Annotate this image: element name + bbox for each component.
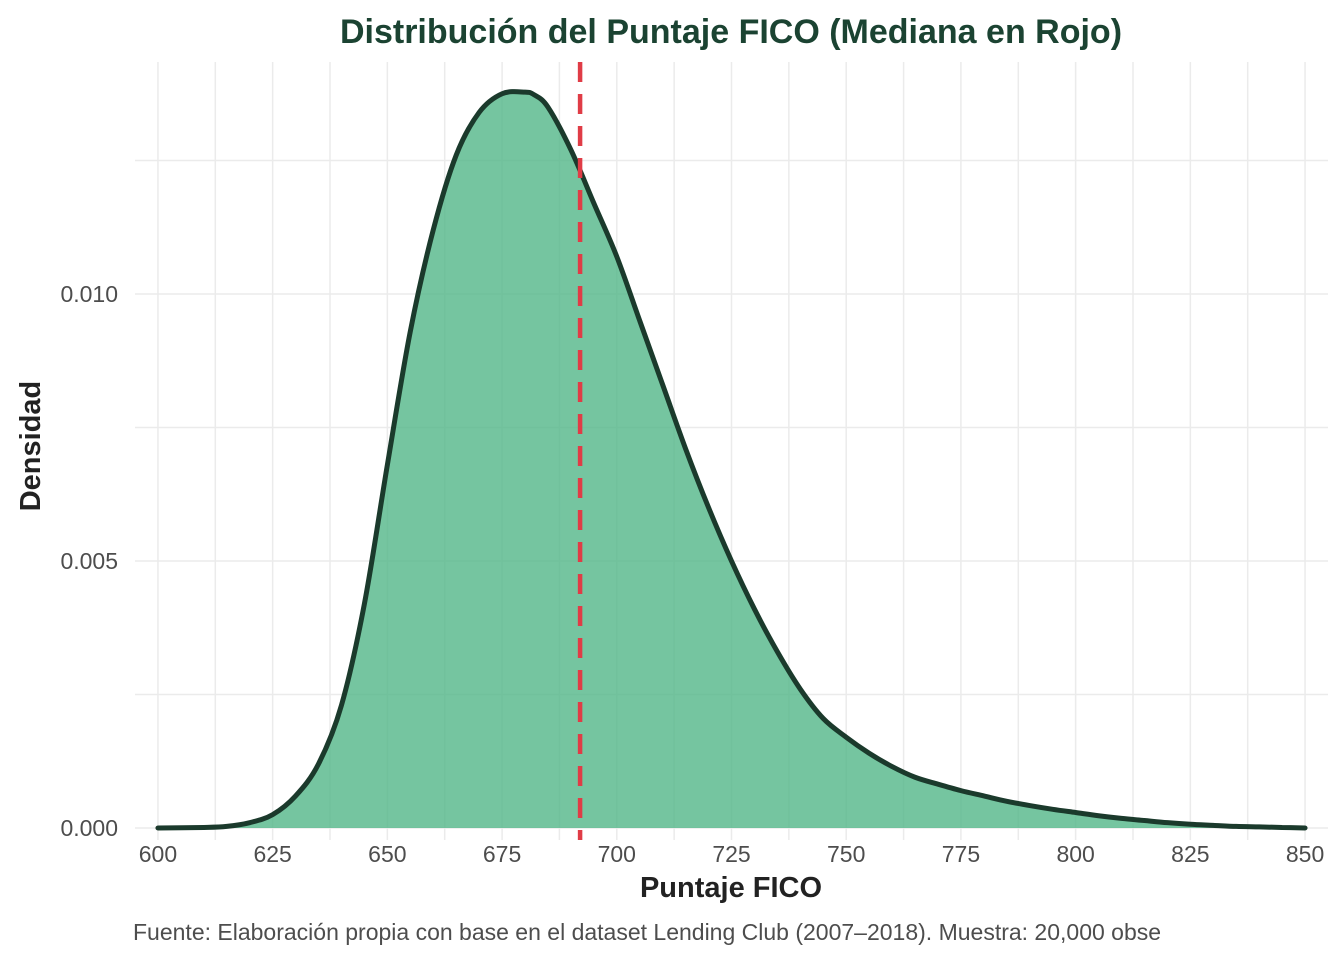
- density-fill: [157, 91, 1306, 829]
- x-tick-label: 625: [253, 841, 291, 867]
- x-tick-label: 825: [1171, 841, 1209, 867]
- y-tick-label: 0.000: [60, 815, 118, 841]
- x-tick-label: 725: [712, 841, 750, 867]
- y-axis-ticks: 0.000 0.005 0.010: [60, 281, 118, 841]
- x-axis-ticks: 600 625 650 675 700 725 750 775 800 825 850: [139, 841, 1324, 867]
- plot-area: [155, 62, 1308, 840]
- x-tick-label: 750: [827, 841, 865, 867]
- y-tick-label: 0.005: [60, 548, 118, 574]
- y-axis-title: Densidad: [15, 381, 47, 512]
- x-tick-label: 675: [483, 841, 521, 867]
- x-axis-title: Puntaje FICO: [640, 872, 822, 904]
- x-tick-label: 800: [1056, 841, 1094, 867]
- y-tick-label: 0.010: [60, 281, 118, 307]
- x-tick-label: 600: [139, 841, 177, 867]
- chart-title: Distribución del Puntaje FICO (Mediana e…: [340, 13, 1122, 51]
- density-outline: [155, 89, 1308, 831]
- x-tick-label: 775: [942, 841, 980, 867]
- x-tick-label: 700: [598, 841, 636, 867]
- chart-caption: Fuente: Elaboración propia con base en e…: [133, 919, 1161, 945]
- x-tick-label: 650: [368, 841, 406, 867]
- x-tick-label: 850: [1286, 841, 1324, 867]
